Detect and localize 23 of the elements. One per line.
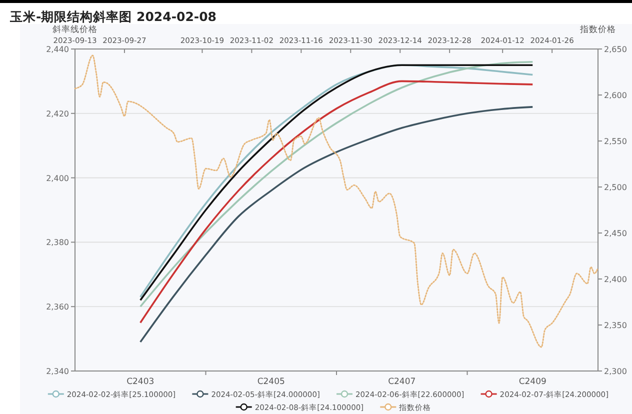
- y-tick-label: 2,450: [604, 229, 627, 238]
- y-tick-label: 2,340: [46, 367, 69, 376]
- line-series: [74, 54, 599, 348]
- y-tick-label: 2,500: [604, 183, 627, 192]
- y-axis-title: 斜率线价格: [52, 24, 98, 35]
- y-tick-label: 2,400: [46, 174, 69, 183]
- y-tick-label: 2,420: [46, 109, 69, 118]
- y-tick-label: 2,350: [604, 321, 627, 330]
- y-tick-label: 2,550: [604, 137, 627, 146]
- chart-title: 玉米-期限结构斜率图 2024-02-08: [9, 9, 216, 24]
- y-tick-label: 2,440: [46, 45, 69, 54]
- x-tick-label: C2407: [388, 377, 416, 387]
- y-tick-label: 2,400: [604, 275, 627, 284]
- x-tick-label: C2403: [126, 377, 154, 387]
- y-tick-label: 2,650: [604, 45, 627, 54]
- y-axis-title: 指数价格: [579, 24, 616, 35]
- x-tick-label: C2405: [257, 377, 285, 387]
- y-tick-label: 2,300: [604, 367, 627, 376]
- y-tick-label: 2,600: [604, 91, 627, 100]
- x-tick-label: C2409: [518, 377, 546, 387]
- y-tick-label: 2,380: [46, 238, 69, 248]
- y-tick-label: 2,360: [46, 302, 69, 312]
- line-series: [139, 106, 534, 343]
